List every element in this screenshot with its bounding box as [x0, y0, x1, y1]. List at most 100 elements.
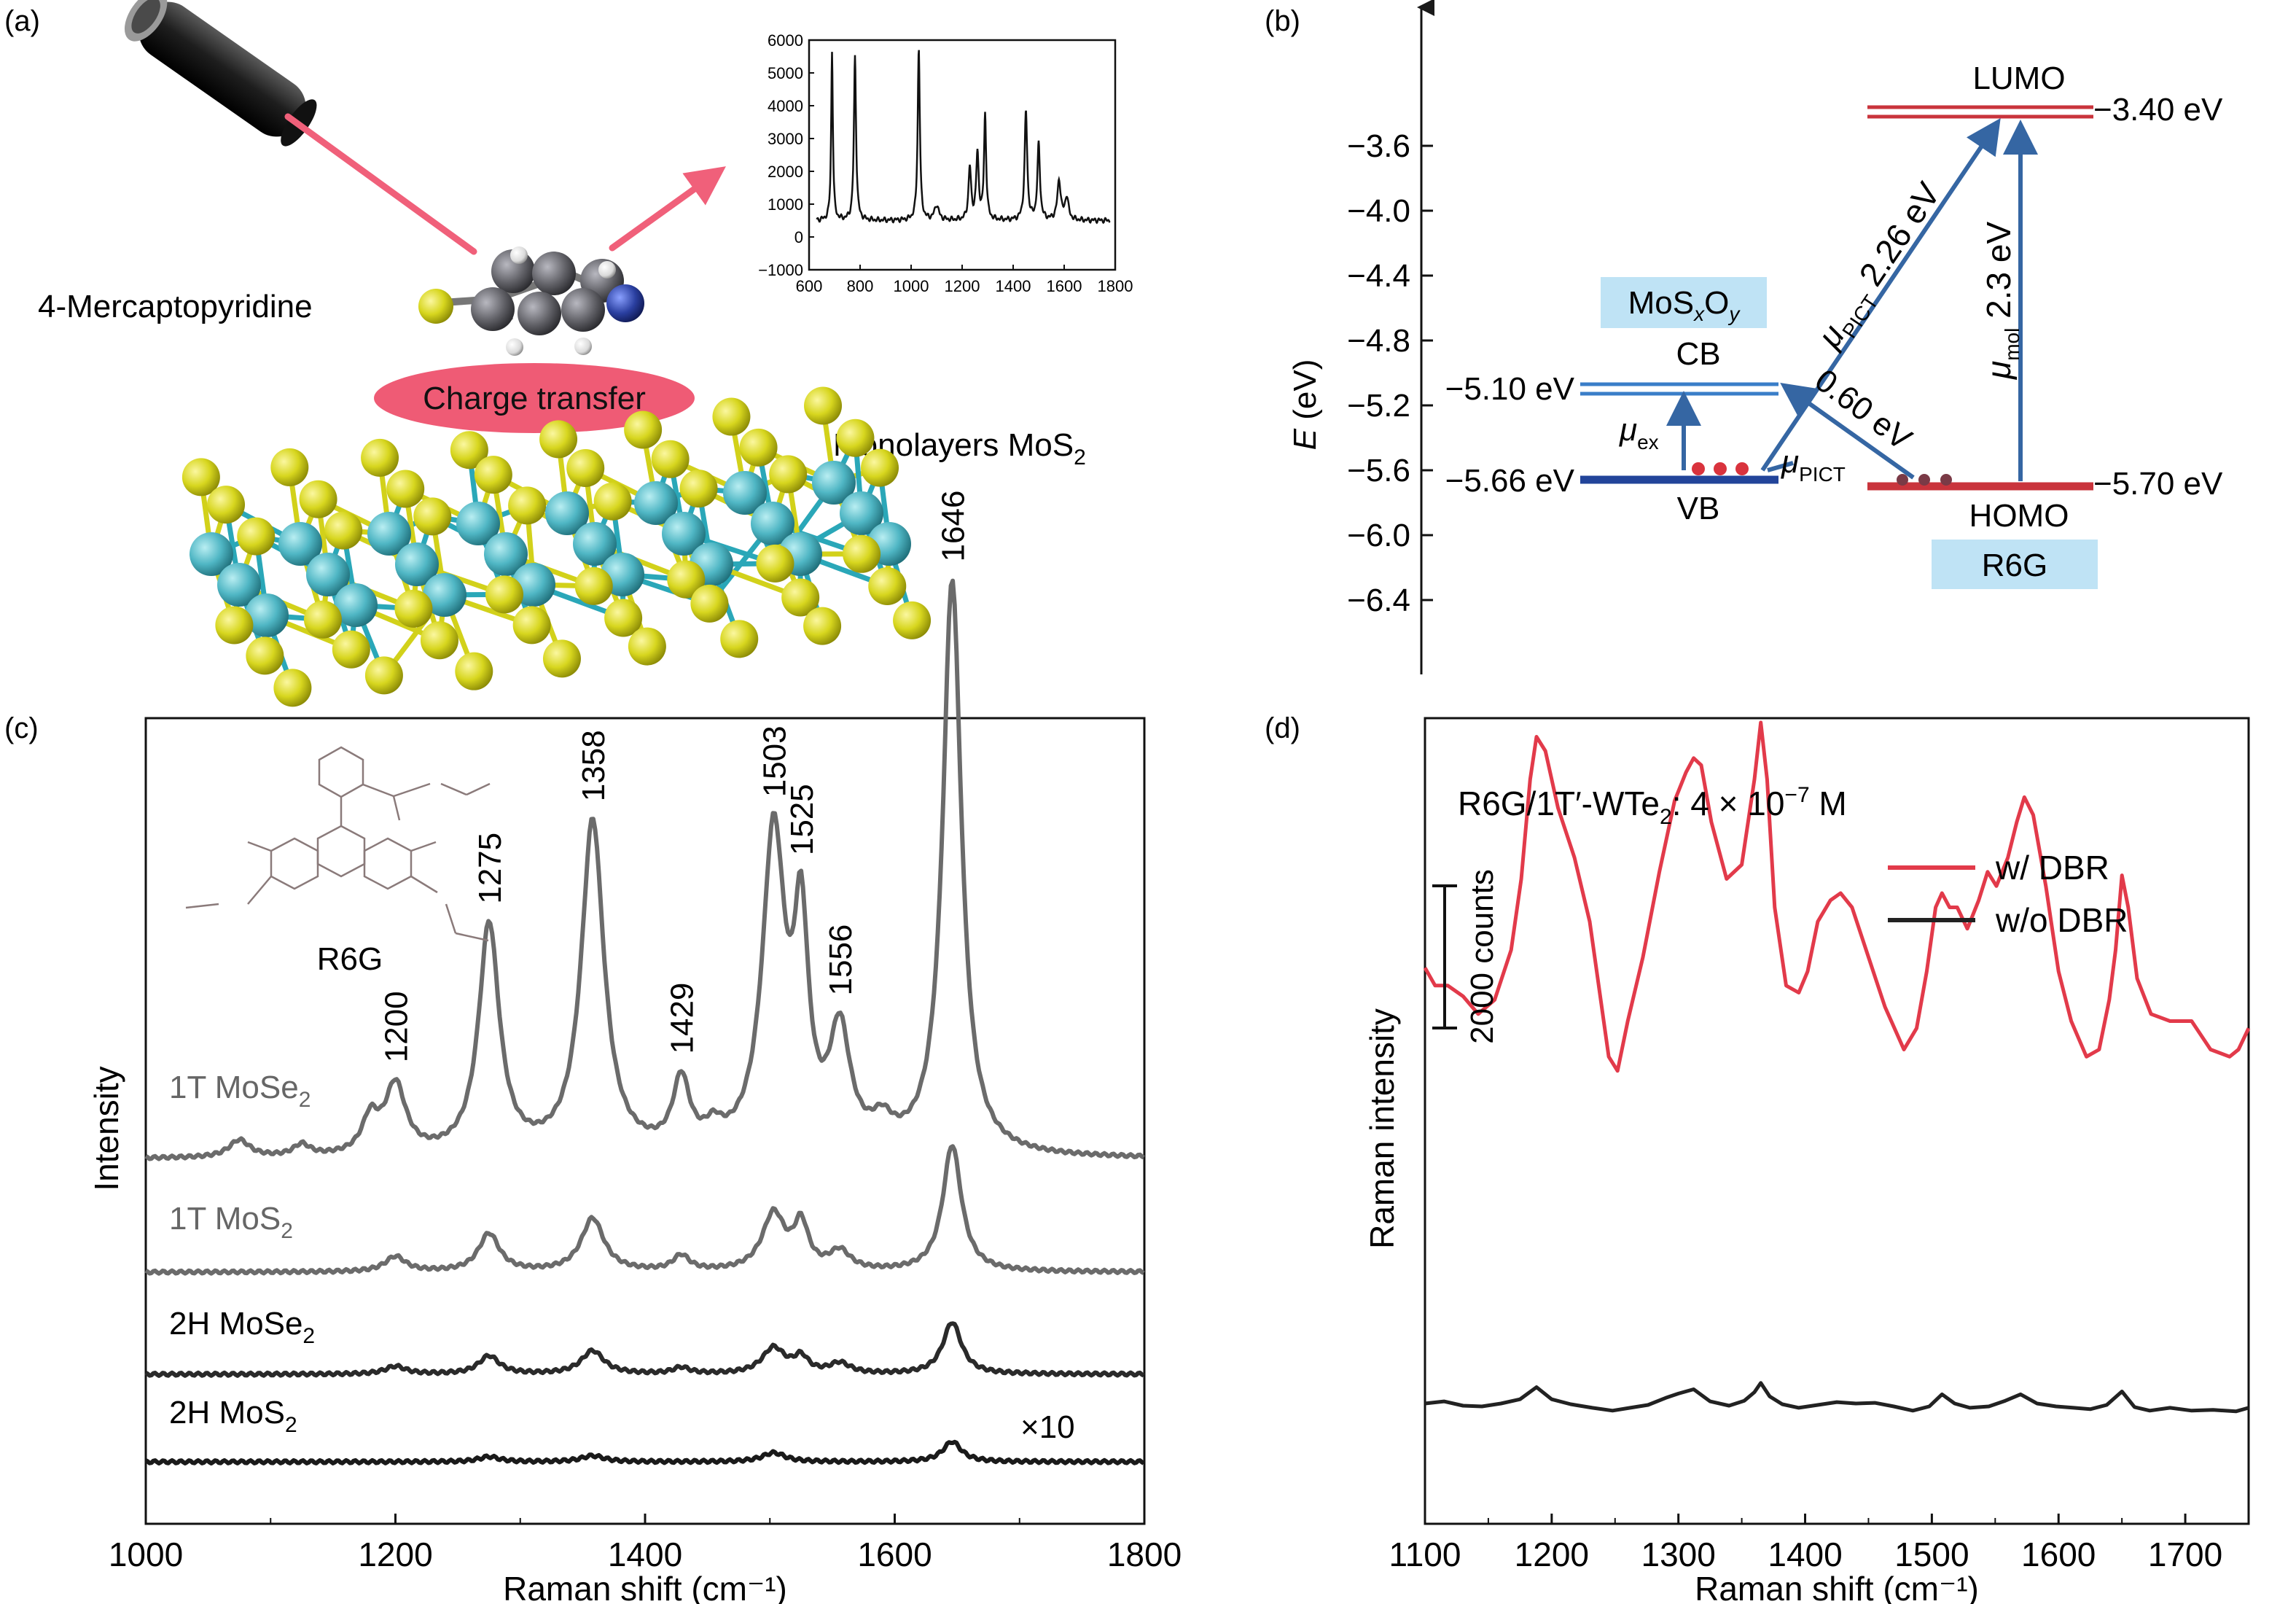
series-1t-mose2-line: [144, 578, 1145, 1161]
sulfur-atom: [861, 448, 899, 487]
molybdenum-atom: [634, 481, 678, 525]
inset-x-tick-label: 600: [796, 277, 823, 295]
panel-d-x-tick-label: 1400: [1768, 1535, 1842, 1573]
panel-b: (b) −3.6 −4.0 −4.4 −4.8 −5.2 −5.6 −6.0 −6.4 E (…: [1265, 0, 2223, 674]
laser-pointer-icon: [124, 0, 317, 147]
sulfur-atom: [420, 621, 458, 660]
sulfur-atom: [324, 511, 363, 550]
sulfur-atom: [508, 486, 547, 525]
inset-x-tick-label: 1800: [1098, 277, 1133, 295]
r6g-structure-icon: [185, 746, 491, 942]
homo-dot: [1940, 474, 1952, 486]
panel-d: (d) 1100 1200 1300 1400 1500 1600 1700 R6G/1T′…: [1265, 712, 2251, 1604]
sulfur-atom: [303, 600, 342, 639]
mu-pict-low-label: μPICT: [1781, 444, 1846, 486]
energy-tick-label: −5.6: [1347, 453, 1410, 488]
molybdenum-atom: [545, 491, 589, 535]
molybdenum-atom: [367, 512, 411, 556]
molybdenum-atom: [245, 593, 289, 637]
sulfur-atom: [574, 567, 613, 605]
homo-dot: [1918, 474, 1930, 486]
sulfur-atom: [364, 656, 403, 695]
inset-y-tick-label: 0: [794, 228, 803, 246]
panel-d-label: (d): [1265, 712, 1300, 744]
laser-beam: [284, 113, 477, 255]
sulfur-atom: [299, 480, 337, 518]
peak-label: 1358: [576, 730, 612, 801]
inset-y-tick-label: 4000: [768, 97, 803, 115]
panel-c-x-tick-label: 1800: [1107, 1535, 1182, 1573]
sulfur-atom: [836, 418, 875, 457]
molybdenum-atom: [423, 573, 466, 617]
peak-label: 1525: [784, 784, 820, 855]
panel-c: (c) 1000 1200 1400 1600 1800 1200 1275 1358 142…: [4, 491, 1182, 1604]
legend-label-w-dbr: w/ DBR: [1995, 849, 2109, 887]
sulfur-atom: [539, 420, 578, 459]
inset-x-tick-label: 1600: [1047, 277, 1082, 295]
panel-d-x-tick-label: 1100: [1389, 1535, 1461, 1573]
mu-mol-label: μmol 2.3 eV: [1980, 222, 2023, 380]
sulfur-atom: [593, 482, 632, 521]
series-label-2h-mose2: 2H MoSe2: [169, 1306, 315, 1348]
scale-bar-label: 2000 counts: [1464, 869, 1500, 1044]
inset-y-tick-label: 3000: [768, 130, 803, 148]
panel-d-x-tick-label: 1700: [2148, 1535, 2222, 1573]
panel-c-x-tick-label: 1600: [857, 1535, 932, 1573]
inset-y-tick-label: 1000: [768, 195, 803, 214]
r6g-box-label: R6G: [1982, 548, 2047, 583]
panel-c-label: (c): [4, 712, 39, 744]
panel-d-annotation: R6G/1T′-WTe2: 4 × 10−7 M: [1458, 783, 1847, 829]
sulfur-atom: [394, 589, 433, 628]
series-wo-dbr-line: [1424, 1381, 2249, 1414]
peak-label: 1200: [379, 991, 415, 1062]
energy-tick-label: −4.0: [1347, 193, 1410, 229]
vb-hole-dot: [1714, 462, 1727, 475]
homo-energy: −5.70 eV: [2093, 466, 2223, 502]
sulfur-atom: [804, 386, 843, 425]
sulfur-atom: [893, 601, 932, 639]
inset-x-tick-label: 800: [847, 277, 874, 295]
sulfur-atom: [215, 606, 254, 645]
molybdenum-atom: [217, 563, 261, 607]
sulfur-atom: [542, 639, 581, 678]
scatter-arrow: [609, 166, 726, 252]
peak-label: 1503: [757, 725, 792, 797]
molybdenum-atom: [573, 522, 617, 566]
sulfur-atom: [361, 438, 399, 477]
series-2h-mos2-line: [144, 1439, 1145, 1465]
sulfur-atom: [720, 620, 759, 658]
inset-spectrum: 600 800 1000 1200 1400 1600 1800 −1000 0 1000 2000…: [758, 31, 1133, 295]
crystal-lattice-icon: [181, 386, 932, 707]
sulfur-atom: [181, 458, 220, 497]
sulfur-atom: [450, 431, 488, 470]
sulfur-atom: [474, 456, 512, 494]
energy-tick-label: −5.2: [1347, 388, 1410, 424]
molybdenum-atom: [190, 532, 233, 576]
r6g-structure-molecule-label: R6G: [317, 941, 383, 977]
sulfur-atom: [769, 455, 808, 494]
sulfur-atom: [246, 636, 284, 675]
panel-a: (a) 4-Mercaptopyridine: [4, 0, 1133, 707]
sulfur-atom: [690, 584, 729, 623]
vb-hole-dot: [1692, 462, 1705, 475]
panel-a-label: (a): [4, 5, 40, 37]
sulfur-atom: [843, 534, 881, 573]
sulfur-atom: [332, 630, 370, 669]
molybdenum-atom: [456, 502, 500, 545]
sulfur-atom: [413, 497, 452, 536]
mosxoy-box: [1601, 277, 1767, 328]
energy-tick-label: −6.4: [1347, 583, 1410, 618]
panel-d-x-tick-label: 1200: [1515, 1535, 1589, 1573]
sulfur-atom: [712, 397, 751, 436]
series-1t-mos2-line: [144, 1144, 1145, 1276]
factor-label: ×10: [1020, 1409, 1075, 1445]
molybdenum-atom: [751, 502, 794, 545]
inset-y-tick-label: 5000: [768, 64, 803, 82]
sulfur-atom: [273, 669, 312, 707]
peak-label: 1429: [665, 983, 700, 1054]
mercaptopyridine-label: 4-Mercaptopyridine: [38, 289, 313, 324]
energy-tick-label: −6.0: [1347, 518, 1410, 553]
inset-x-tick-label: 1400: [996, 277, 1031, 295]
molybdenum-atom: [278, 522, 322, 566]
molybdenum-atom: [334, 583, 378, 627]
